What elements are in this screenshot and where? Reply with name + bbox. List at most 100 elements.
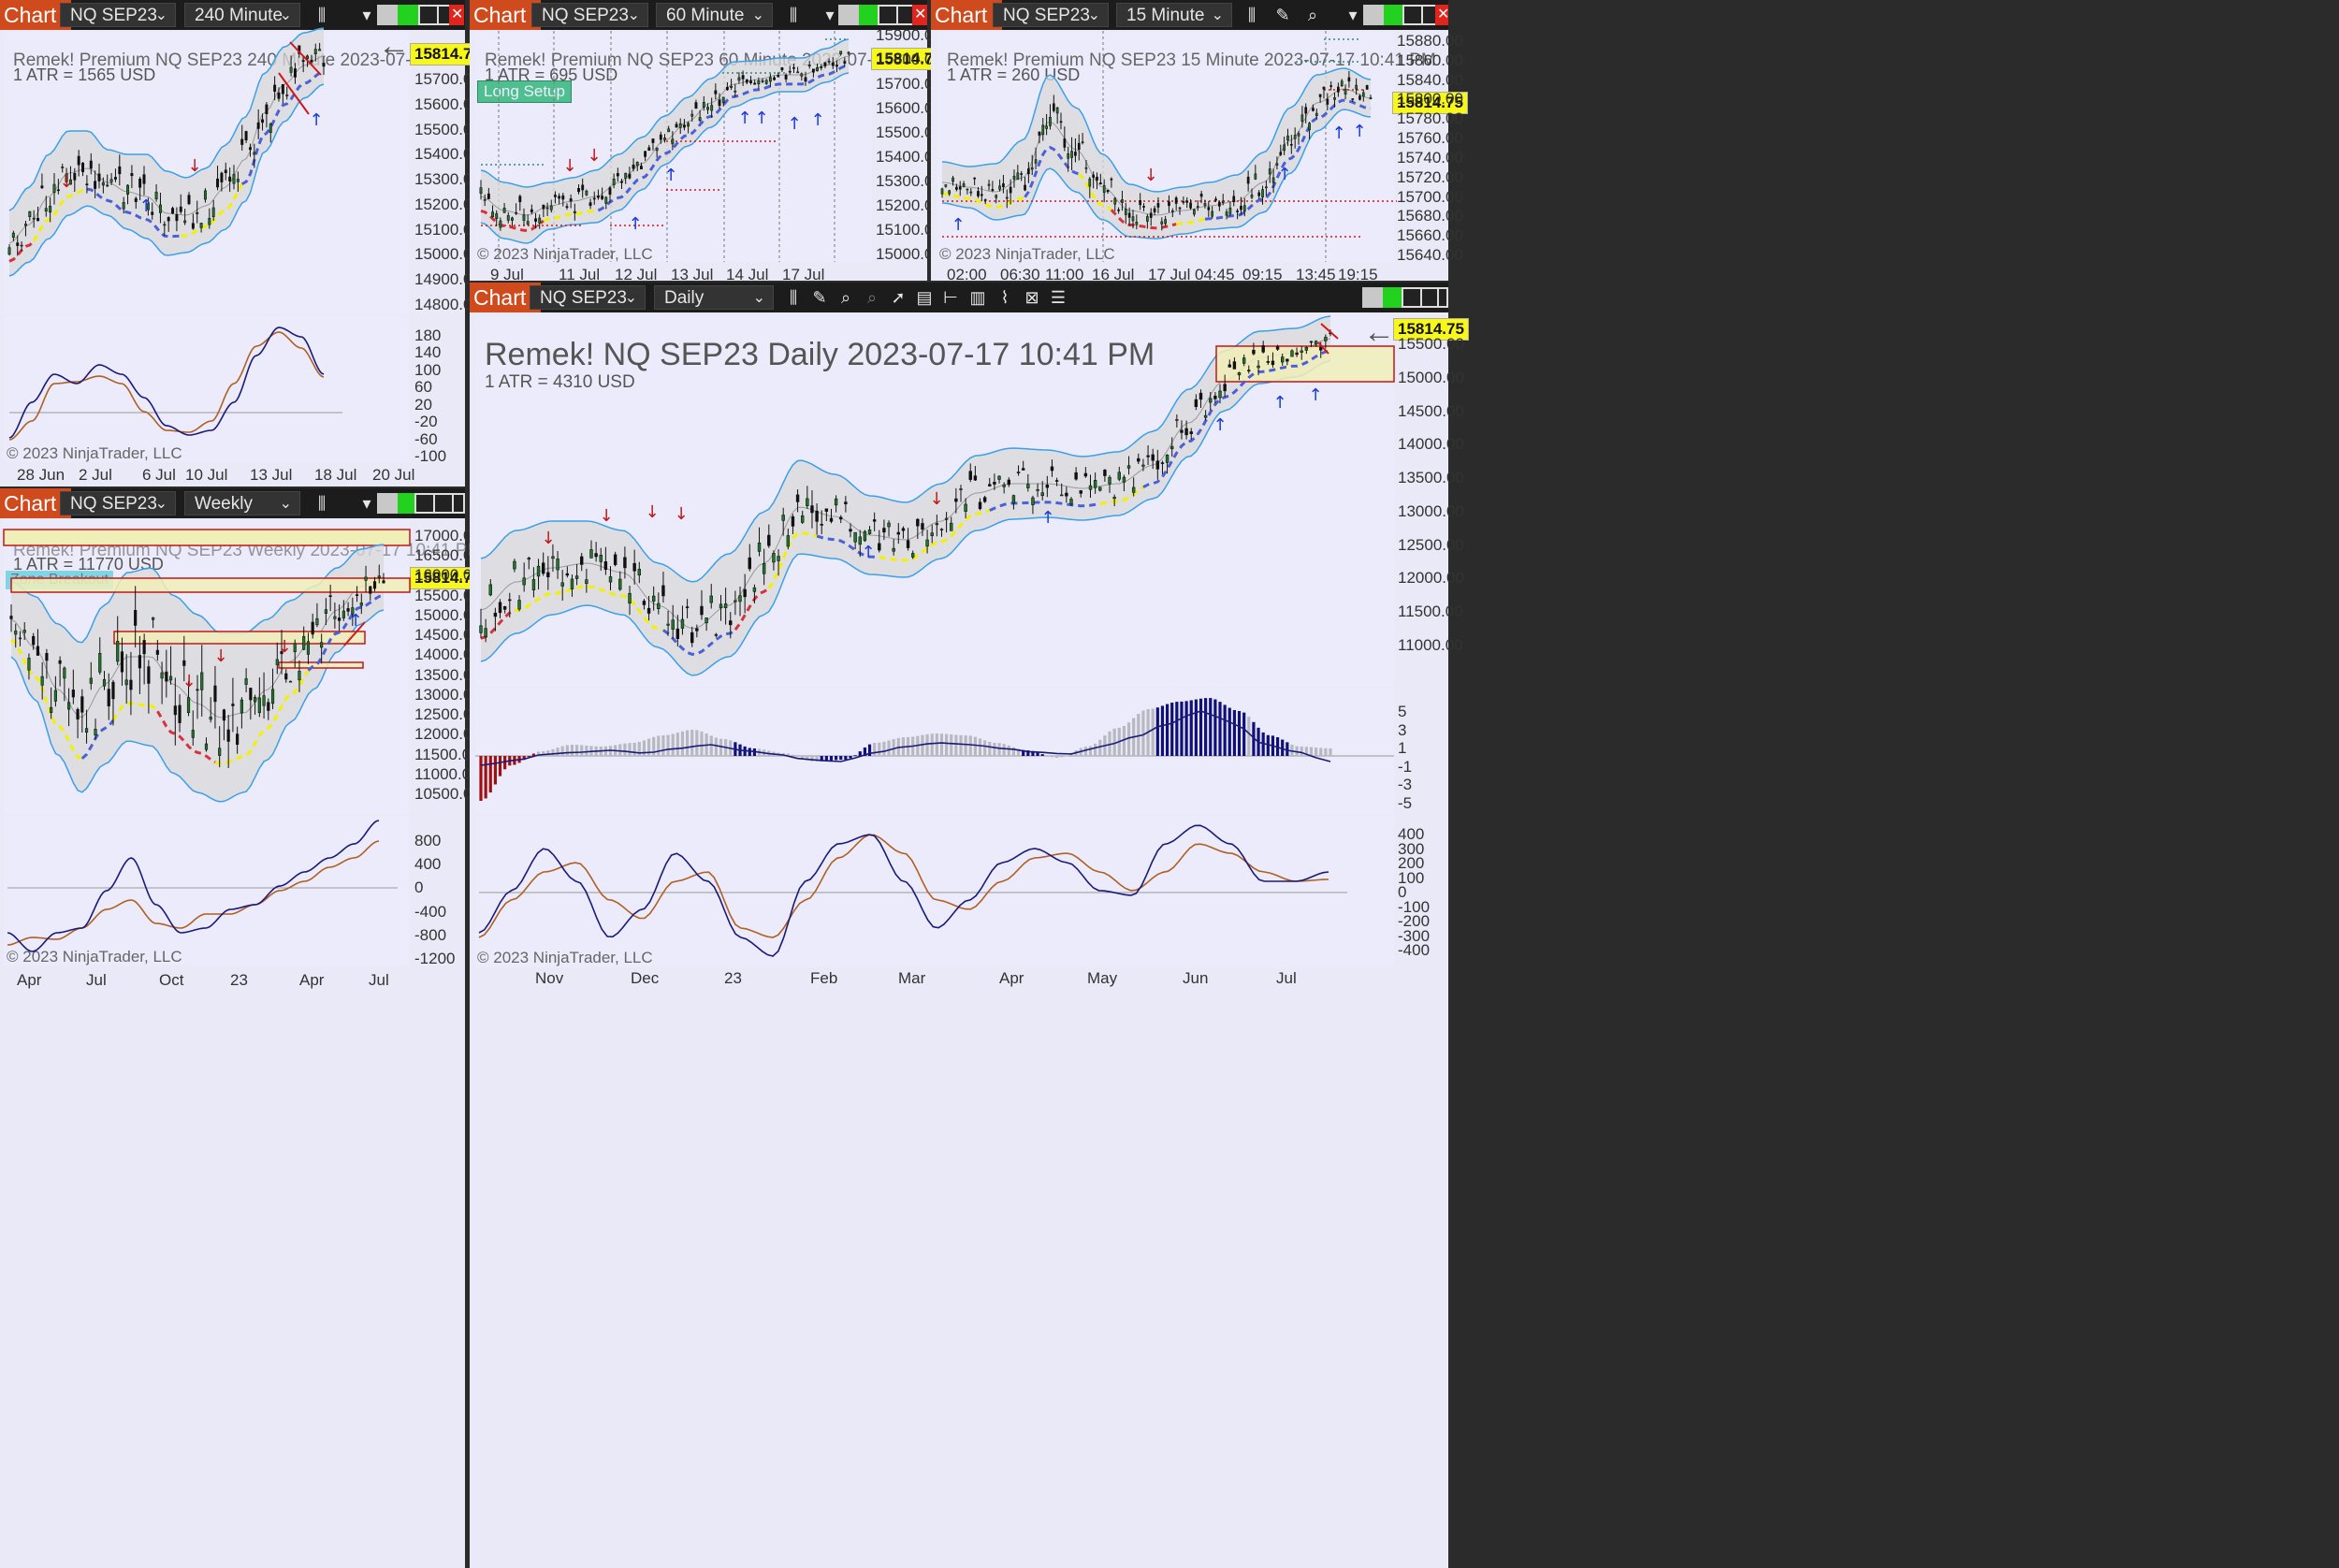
drawing-tools-icon[interactable]: ⊢ [943,288,958,307]
link-button[interactable] [398,5,418,25]
candle-body [142,640,146,655]
candle-body [613,554,617,565]
candle-body [1070,151,1073,158]
osc-tick-label: -200 [1398,912,1431,930]
candle-body [1098,486,1102,491]
zoom-icon[interactable]: ⌕ [1307,6,1318,24]
zoom-in-icon[interactable]: ⌕ [840,288,851,307]
histogram-bar [570,745,574,756]
properties-icon[interactable]: ⊠ [1024,288,1039,307]
candle-body [745,80,748,83]
close-button[interactable]: ✕ [449,5,464,25]
candle-body [134,197,138,202]
candle-body [637,569,641,576]
instrument-select[interactable]: NQ SEP23 ⌄ [531,3,648,27]
bar-type-icon[interactable]: ⫼ [789,288,798,307]
candle-body [1344,89,1347,95]
osc-tick-label: 20 [414,395,432,414]
period-select[interactable]: Weekly ⌄ [184,491,300,515]
osc-tick-label: 800 [414,832,442,849]
candle-body [646,607,651,614]
arrow-left-icon[interactable]: ← [378,28,410,64]
histogram-bar [824,756,828,762]
zoom-out-icon[interactable]: ⌕ [866,288,878,307]
candle-body [997,475,1001,480]
candle-body [85,183,89,185]
bar-type-icon[interactable]: ⫼ [1247,6,1257,24]
price-tick-label: 14500.00 [1398,401,1464,420]
candle-body [382,580,385,584]
candle-body [810,505,814,514]
candle-body [1199,194,1203,197]
data-box-icon[interactable]: ▤ [916,288,933,307]
strategies-icon[interactable]: ⌇ [1000,288,1010,307]
candle-body [106,184,109,187]
instrument-select[interactable]: NQ SEP23 ⌄ [60,3,176,27]
candle-body [98,652,102,673]
chevron-down-icon: ⌄ [1211,7,1224,23]
tile-button[interactable] [1363,5,1384,25]
chart-heading: Remek! NQ SEP23 Daily 2023-07-17 10:41 P… [485,337,1155,372]
candle-body [68,179,72,185]
pencil-icon[interactable]: ✎ [812,288,827,307]
tile-button[interactable] [377,493,398,514]
close-button[interactable] [1437,287,1448,308]
instrument-select[interactable]: NQ SEP23 ⌄ [993,3,1109,27]
close-button[interactable]: ✕ [1435,5,1449,25]
histogram-bar [1151,708,1155,756]
candle-body [1117,209,1120,211]
bar-type-icon[interactable]: ⫼ [789,6,798,24]
osc-tick-label: 100 [414,360,442,379]
candle-body [147,666,151,684]
histogram-bar [574,745,579,756]
pattern-line [289,41,322,76]
period-select[interactable]: 15 Minute ⌄ [1116,3,1232,27]
price-tick-label: 15600.00 [414,94,481,113]
chevron-down-icon: ⌄ [627,7,640,23]
dropdown-arrow-icon[interactable]: ▾ [825,6,835,24]
candle-body [556,559,559,571]
instrument-select[interactable]: NQ SEP23 ⌄ [60,491,176,515]
close-button[interactable] [452,493,465,514]
oscillator-panel[interactable] [4,816,410,965]
histogram-bar [1165,704,1170,756]
oscillator-panel[interactable] [475,816,1394,967]
price-tick-label: 15300.00 [876,172,942,190]
candle-body [124,679,128,686]
period-select[interactable]: Daily ⌄ [654,285,774,310]
dropdown-arrow-icon[interactable]: ▾ [362,6,371,24]
arrow-up-icon: ↑ [138,196,153,216]
histogram-bar [652,736,656,756]
indicators-icon[interactable]: ▥ [969,288,986,307]
bar-type-icon[interactable]: ⫼ [317,494,327,513]
period-select[interactable]: 60 Minute ⌄ [656,3,773,27]
histogram-bar [700,731,704,756]
dropdown-arrow-icon[interactable]: ▾ [1348,6,1358,24]
arrow-down-icon: ↓ [182,672,196,691]
candle-body [1211,211,1214,217]
tile-button[interactable] [377,5,398,25]
tile-button[interactable] [1362,287,1383,308]
candle-body [1214,198,1217,201]
candle-body [1139,200,1142,206]
time-tick-label: 20 Jul [372,466,415,484]
candle-body [700,605,704,616]
list-icon[interactable]: ☰ [1050,288,1067,307]
instrument-select[interactable]: NQ SEP23 ⌄ [530,285,646,310]
tile-button[interactable] [838,5,859,25]
close-button[interactable]: ✕ [912,5,927,25]
oscillator-panel[interactable] [4,316,410,462]
pointer-icon[interactable]: ➚ [891,288,906,307]
candle-body [1283,144,1286,152]
time-tick-label: 04:45 [1195,266,1235,283]
candle-body [738,595,742,603]
price-tick-label: 12500.00 [1398,535,1464,554]
candle-body [1077,142,1081,151]
period-select[interactable]: 240 Minute ⌄ [184,3,300,27]
arrow-left-icon[interactable]: ← [1363,314,1395,350]
dropdown-arrow-icon[interactable]: ▾ [362,494,371,513]
bar-type-icon[interactable]: ⫼ [317,6,327,24]
pencil-icon[interactable]: ✎ [1275,6,1290,24]
histogram-bar [1122,725,1126,756]
candle-body [495,213,499,220]
